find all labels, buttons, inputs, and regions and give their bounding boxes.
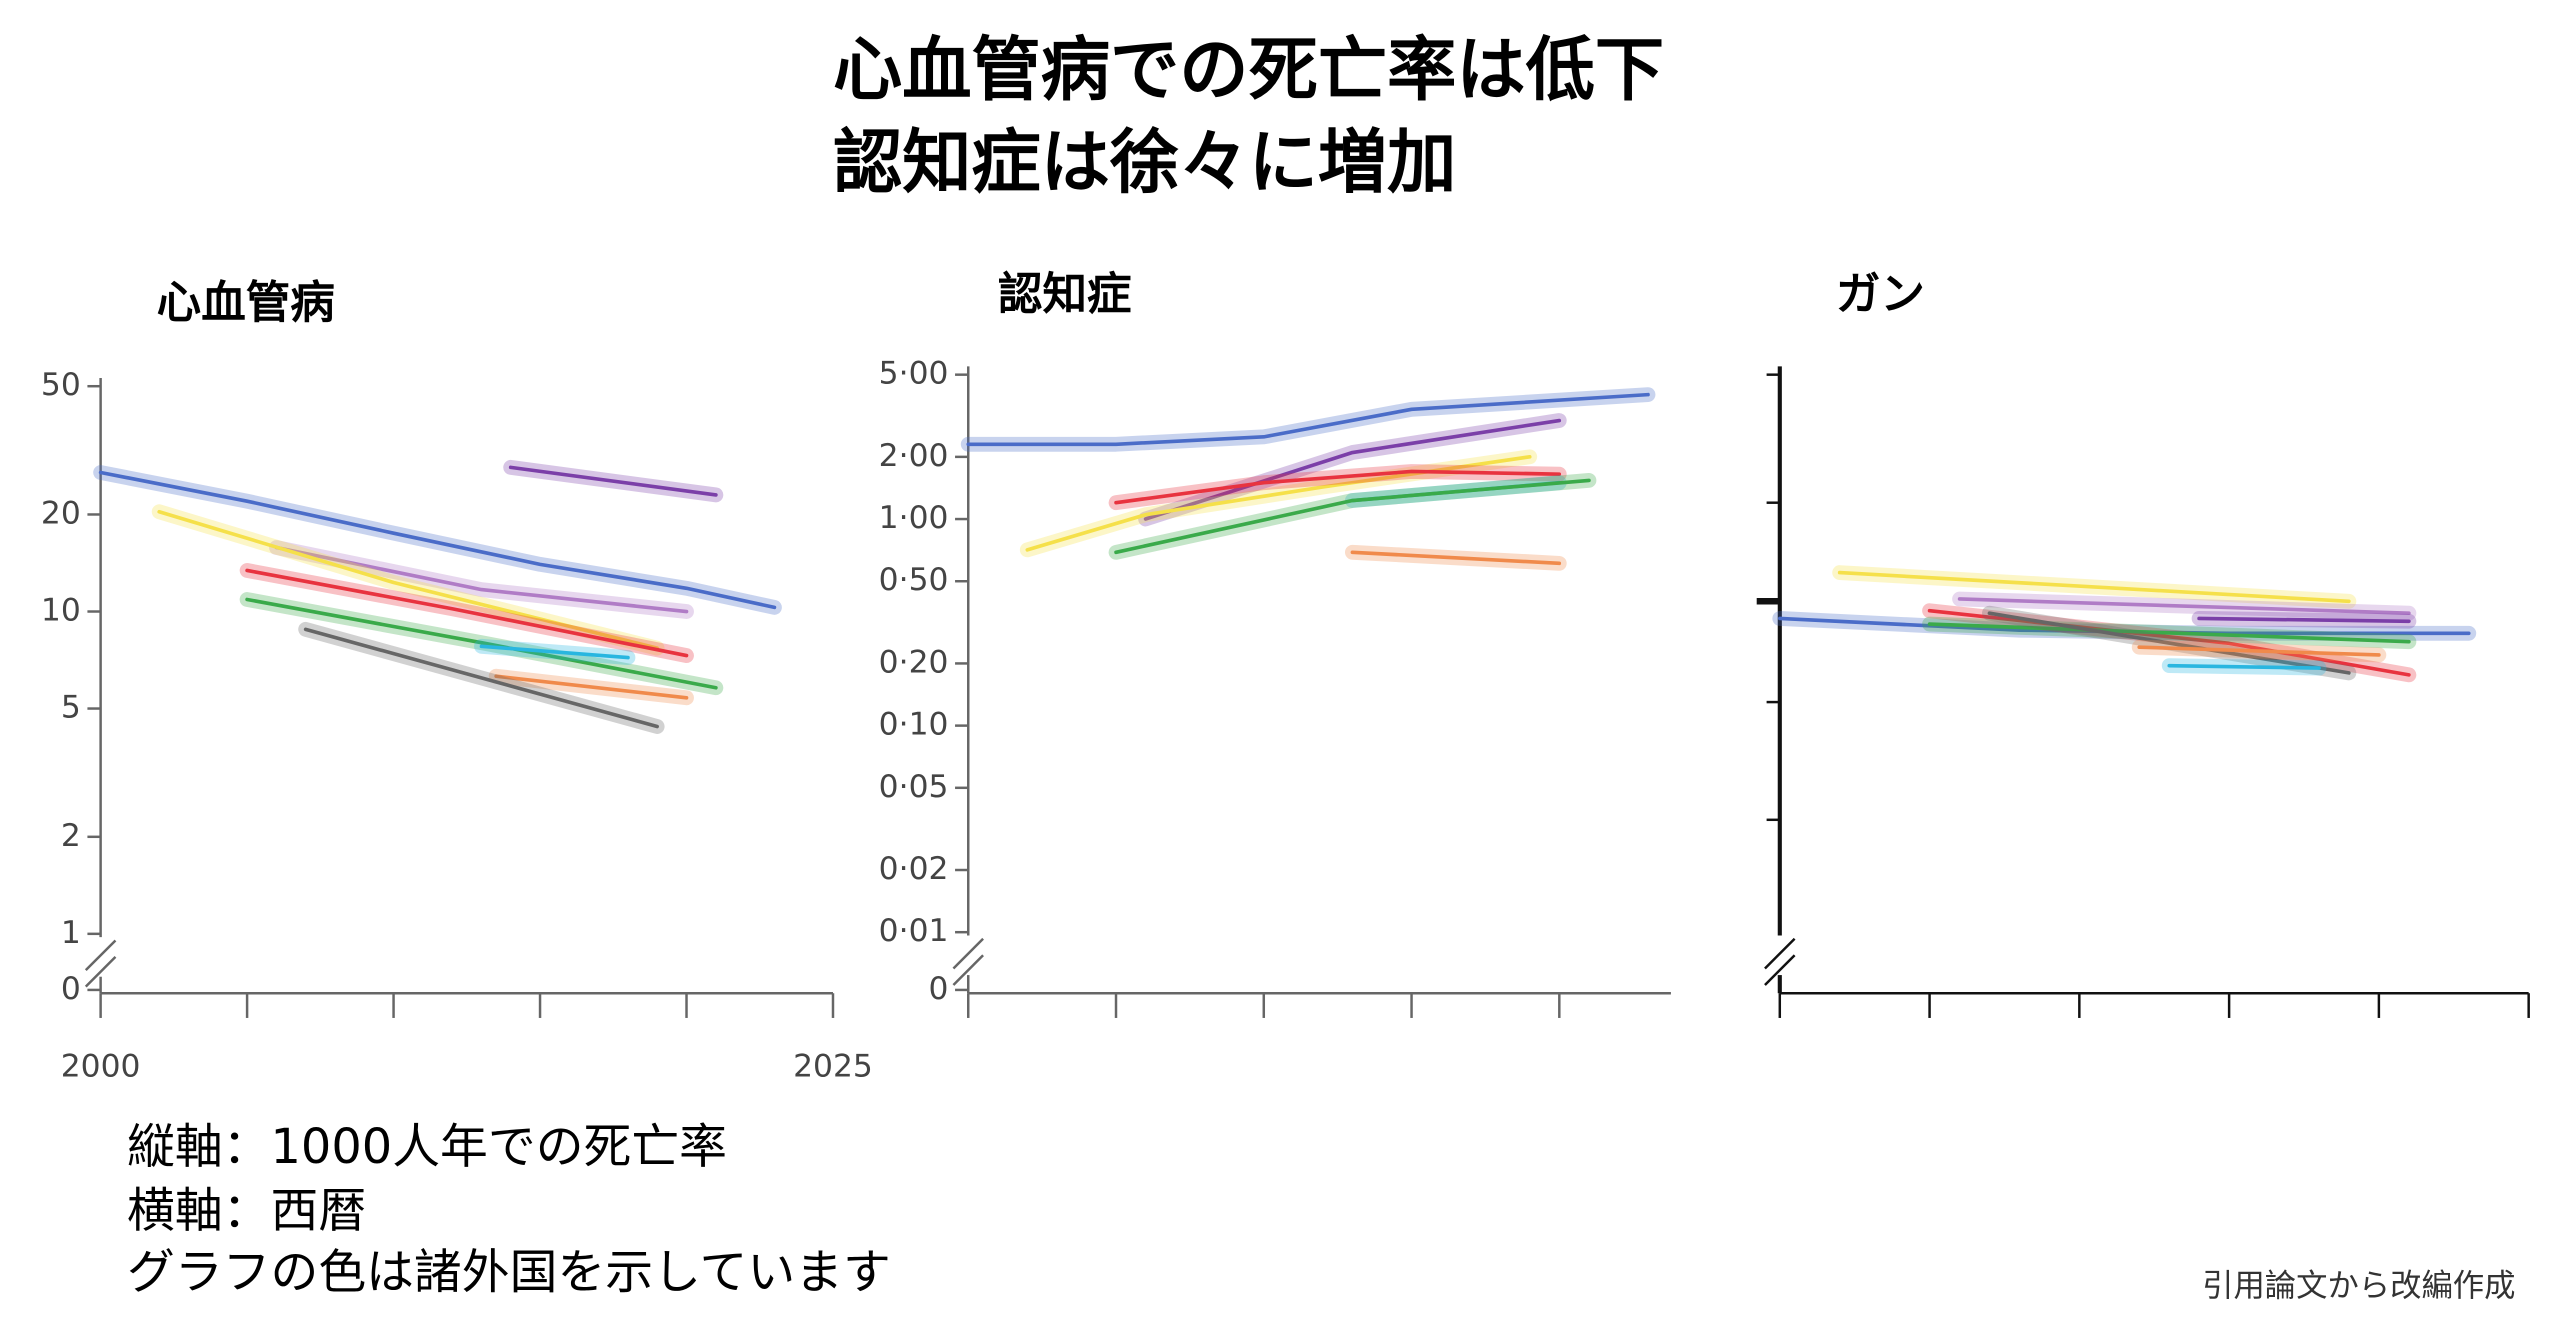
note: グラフの色は諸外国を示しています — [127, 1245, 891, 1300]
y-tick-label: 10 — [41, 593, 81, 629]
series-line — [1837, 570, 2351, 604]
series-line — [2197, 616, 2411, 624]
chart-title: 心血管病 — [157, 276, 335, 328]
y-tick-label: 0 — [61, 971, 81, 1007]
y-tick-label: 2·00 — [879, 438, 949, 474]
y-tick-label: 0·50 — [879, 562, 949, 598]
series-line — [245, 568, 689, 658]
series-line — [1927, 622, 2411, 644]
series-line — [1957, 597, 2411, 615]
title-line: 認知症は徐々に増加 — [833, 123, 1456, 203]
chart-title: ガン — [1836, 268, 1925, 320]
series-line — [2137, 645, 2381, 657]
note: 縦軸：1000人年での死亡率 — [127, 1120, 727, 1175]
axis-break — [84, 956, 117, 988]
series-line — [98, 470, 777, 610]
series-line — [245, 597, 718, 690]
series-line — [1114, 469, 1562, 505]
series-line — [2167, 663, 2321, 670]
y-tick-label: 20 — [41, 495, 81, 531]
y-tick-label: 0 — [929, 971, 949, 1007]
axis-break — [952, 937, 984, 970]
axis-break — [84, 939, 117, 972]
y-tick-label: 5 — [61, 690, 81, 726]
series-line — [966, 392, 1650, 447]
y-tick-label: 50 — [41, 367, 81, 403]
series-line — [508, 465, 718, 497]
y-tick-label: 1·00 — [879, 500, 949, 536]
series-line — [274, 545, 689, 614]
series-line — [157, 509, 659, 650]
series-line — [479, 644, 630, 660]
y-tick-label: 2 — [61, 818, 81, 854]
y-tick-label: 0·01 — [879, 913, 949, 949]
axis-break — [1764, 937, 1796, 970]
series-line — [494, 674, 689, 700]
note: 横軸：西暦 — [127, 1184, 366, 1239]
x-tick-label: 2025 — [793, 1048, 873, 1084]
series-line — [1143, 418, 1562, 521]
chart-title: 認知症 — [998, 268, 1132, 320]
title-line: 心血管病での死亡率は低下 — [833, 30, 1664, 110]
y-tick-label: 1 — [61, 915, 81, 951]
axis-break — [952, 954, 984, 986]
series-line — [1350, 550, 1562, 566]
credit: 引用論文から改編作成 — [2202, 1268, 2515, 1304]
y-tick-label: 0·05 — [879, 769, 949, 805]
axis-break — [1764, 954, 1796, 986]
y-tick-label: 5·00 — [879, 356, 949, 392]
series-line — [1114, 478, 1591, 555]
y-tick-label: 0·10 — [879, 707, 949, 743]
series-line — [1987, 611, 2351, 675]
series-line — [303, 627, 659, 729]
x-tick-label: 2000 — [61, 1048, 141, 1084]
y-tick-label: 0·02 — [879, 851, 949, 887]
y-tick-label: 0·20 — [879, 644, 949, 680]
